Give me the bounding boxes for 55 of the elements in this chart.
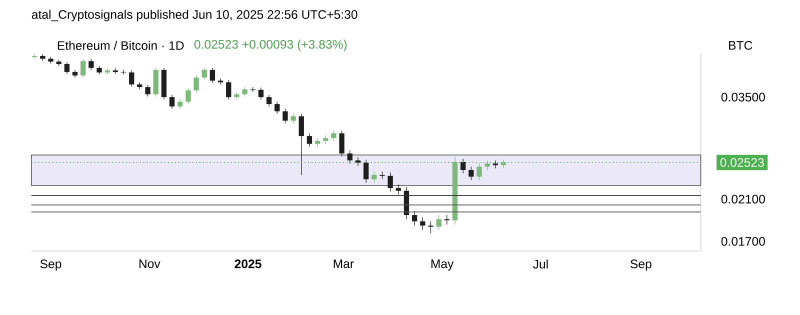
x-tick-label: May (431, 259, 454, 270)
candlestick (194, 75, 199, 93)
candlestick (420, 216, 426, 230)
candlestick (145, 84, 150, 97)
candlestick (290, 113, 296, 124)
candlestick (218, 78, 224, 85)
y-axis-title: BTC (729, 40, 752, 50)
candlestick (436, 214, 442, 230)
text: atal_Cryptosignals published Jun 10, 2025 22:56 UTC+5:30 (32, 10, 358, 22)
y-tick-label: 0.03500 (721, 92, 765, 102)
x-tick-label: Mar (334, 259, 354, 268)
candlestick (169, 94, 175, 110)
chart-subtitle: 0.02523 +0.00093 (+3.83%) (194, 40, 347, 52)
y-tick-label: 0.02100 (721, 194, 765, 204)
x-tick-label: Nov (139, 259, 160, 268)
candlestick (88, 58, 94, 70)
candlestick (80, 58, 86, 78)
candlestick (372, 171, 377, 183)
candlestick (460, 158, 466, 174)
candlestick (347, 150, 352, 164)
candlestick (388, 172, 393, 192)
candlestick (266, 94, 272, 107)
candlestick (331, 130, 336, 142)
candlestick (484, 160, 490, 170)
candlestick (186, 88, 191, 104)
candlestick (282, 108, 288, 124)
candlestick (428, 220, 434, 234)
candlestick (210, 67, 216, 84)
candlestick (306, 132, 312, 147)
x-tick-label: 2025 (234, 259, 262, 268)
candlestick (129, 70, 134, 87)
x-tick-label: Sep (630, 259, 652, 271)
candlestick (363, 159, 369, 183)
candlestick (120, 69, 126, 75)
candlestick (468, 166, 474, 180)
candlestick (202, 67, 207, 80)
candlestick (396, 184, 401, 195)
candlestick (298, 113, 304, 176)
chart-title: Ethereum / Bitcoin · 1D (58, 40, 184, 50)
candlestick (178, 98, 183, 110)
x-tick-label: Jul (532, 259, 548, 268)
candlestick (412, 210, 418, 226)
candlestick (226, 80, 232, 100)
candlestick (64, 62, 70, 74)
candlestick (274, 101, 280, 114)
y-tick-label: 0.01700 (721, 236, 765, 246)
candlestick (444, 214, 450, 225)
x-tick-label: Sep (40, 259, 62, 271)
candlestick (476, 163, 482, 180)
candlestick (258, 87, 264, 100)
ref-line-label: 0.02523 (720, 158, 764, 167)
candlestick (242, 86, 248, 97)
candlestick (314, 138, 320, 147)
candlestick (112, 68, 118, 74)
candlestick (339, 130, 344, 157)
